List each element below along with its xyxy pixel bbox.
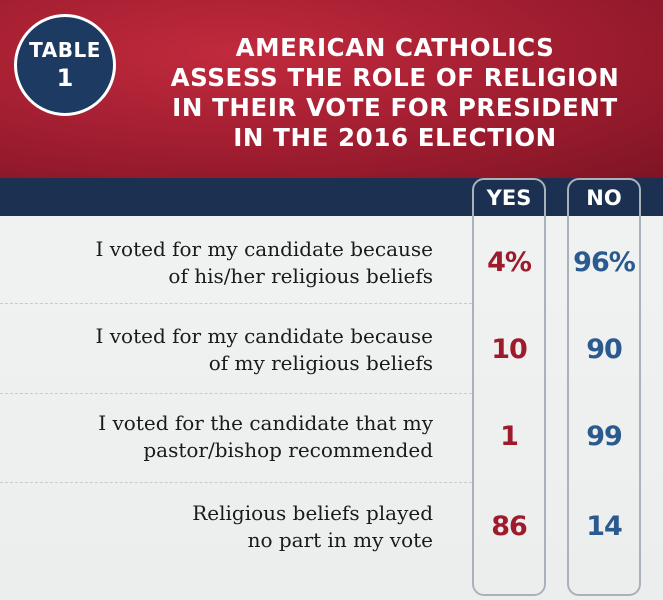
title-line-1: AMERICAN CATHOLICS xyxy=(235,33,555,62)
row-divider xyxy=(0,393,472,394)
no-value: 99 xyxy=(586,421,623,452)
badge-word: TABLE xyxy=(29,38,101,62)
row-label-line: I voted for my candidate because xyxy=(95,237,433,261)
row-divider xyxy=(0,303,472,304)
no-value: 96% xyxy=(573,247,636,278)
yes-value: 4% xyxy=(487,247,532,278)
row-label-line: of my religious beliefs xyxy=(208,351,433,375)
row-divider xyxy=(0,482,472,483)
row-label-line: I voted for the candidate that my xyxy=(98,411,433,435)
row-label: I voted for my candidate because of my r… xyxy=(13,307,433,393)
no-column-frame xyxy=(567,178,641,596)
badge-number: 1 xyxy=(56,64,74,92)
title-line-3: IN THEIR VOTE FOR PRESIDENT xyxy=(172,93,618,122)
row-label: I voted for my candidate because of his/… xyxy=(13,220,433,306)
column-header-no: NO xyxy=(586,186,622,210)
header-banner: TABLE 1 AMERICAN CATHOLICS ASSESS THE RO… xyxy=(0,0,663,178)
yes-value: 86 xyxy=(491,511,528,542)
table-row-4: Religious beliefs played no part in my v… xyxy=(0,484,663,570)
title-line-2: ASSESS THE ROLE OF RELIGION xyxy=(170,63,620,92)
row-label-line: pastor/bishop recommended xyxy=(143,438,433,462)
row-label-line: no part in my vote xyxy=(247,528,433,552)
page-title: AMERICAN CATHOLICS ASSESS THE ROLE OF RE… xyxy=(165,33,625,153)
row-label-line: Religious beliefs played xyxy=(192,501,433,525)
row-label-line: I voted for my candidate because xyxy=(95,324,433,348)
row-label-line: of his/her religious beliefs xyxy=(168,264,433,288)
no-value: 90 xyxy=(586,334,623,365)
no-value: 14 xyxy=(586,511,623,542)
row-label: Religious beliefs played no part in my v… xyxy=(13,484,433,570)
title-line-4: IN THE 2016 ELECTION xyxy=(233,123,557,152)
table-badge: TABLE 1 xyxy=(14,14,116,116)
yes-column-frame xyxy=(472,178,546,596)
column-head-band xyxy=(0,178,663,216)
table-row-1: I voted for my candidate because of his/… xyxy=(0,220,663,306)
yes-value: 1 xyxy=(500,421,519,452)
row-label: I voted for the candidate that my pastor… xyxy=(13,394,433,480)
yes-value: 10 xyxy=(491,334,528,365)
table-row-3: I voted for the candidate that my pastor… xyxy=(0,394,663,480)
column-header-yes: YES xyxy=(486,186,532,210)
table-row-2: I voted for my candidate because of my r… xyxy=(0,307,663,393)
